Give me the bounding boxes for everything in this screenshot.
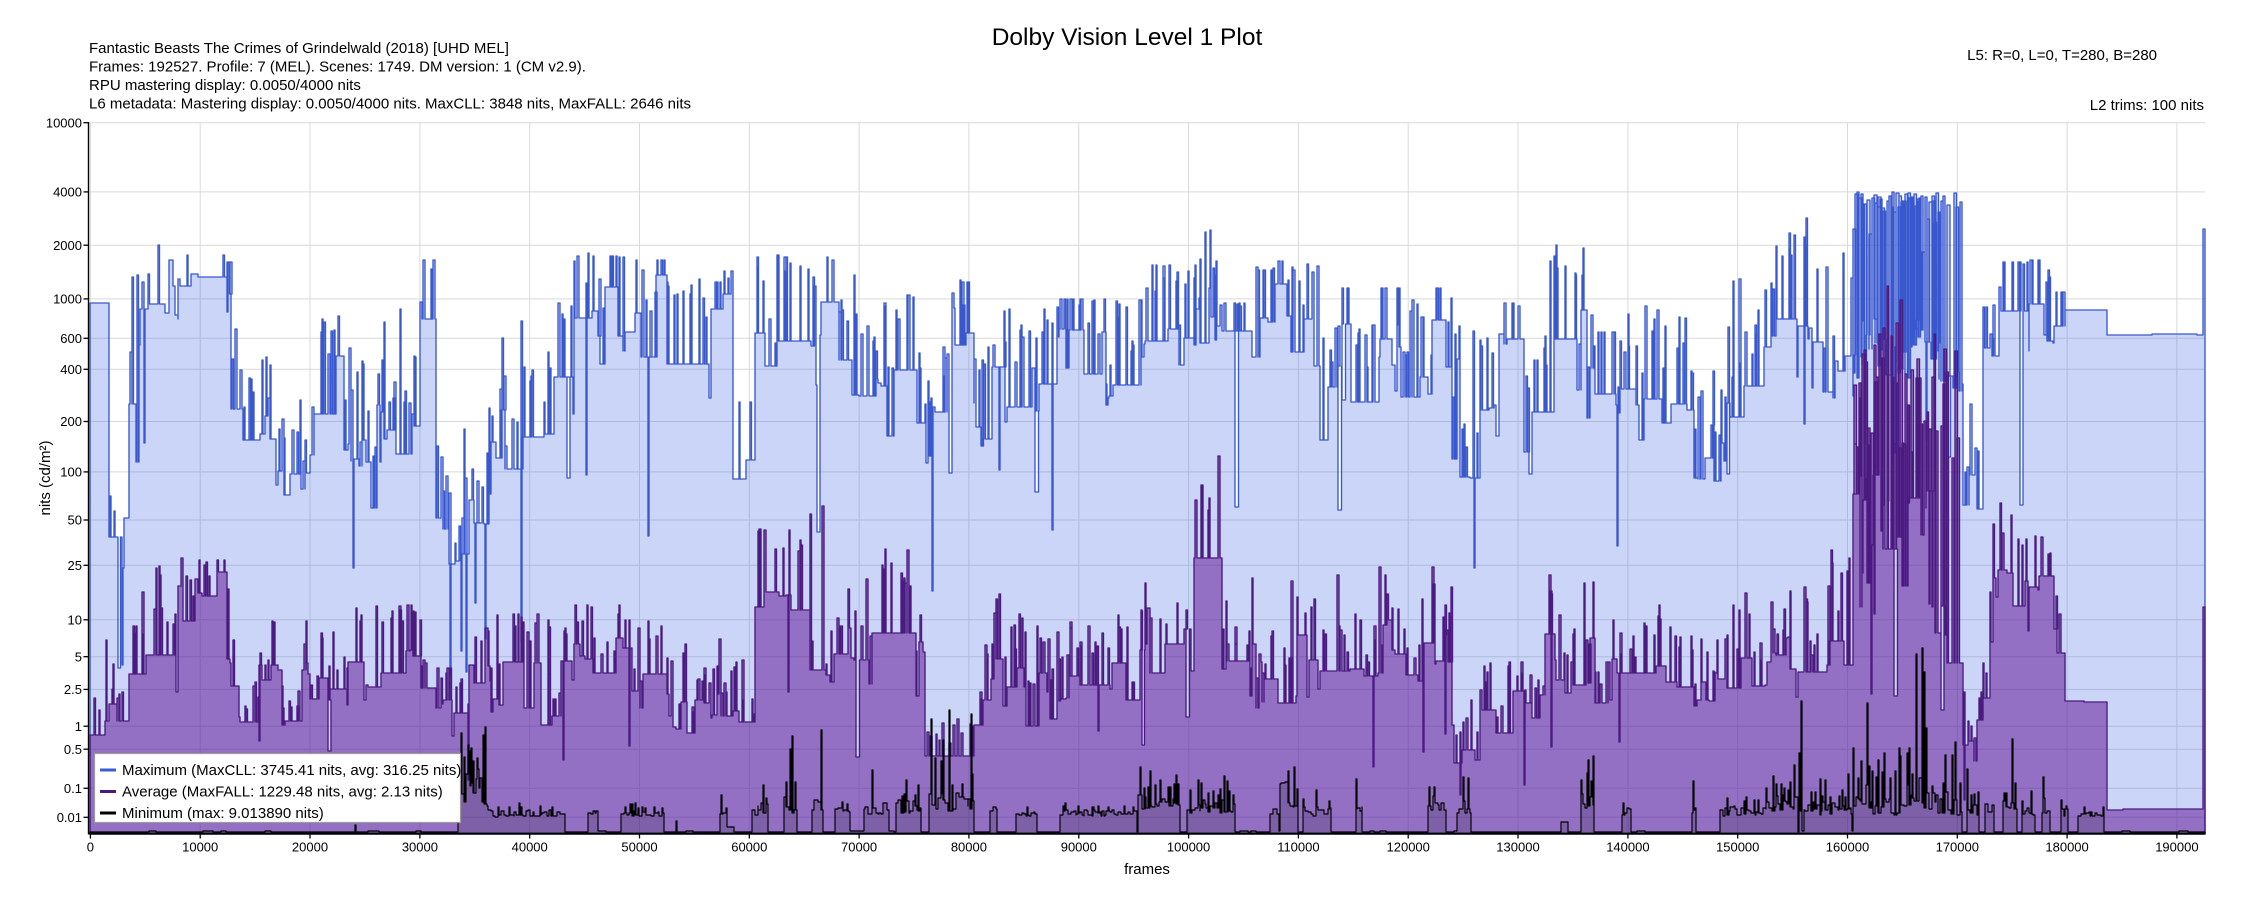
svg-text:Minimum (max: 9.013890 nits): Minimum (max: 9.013890 nits)	[122, 805, 324, 822]
svg-text:160000: 160000	[1826, 840, 1869, 855]
svg-text:60000: 60000	[731, 840, 767, 855]
svg-text:0.01: 0.01	[57, 810, 82, 825]
svg-text:200: 200	[60, 414, 82, 429]
svg-text:Dolby Vision Level 1 Plot: Dolby Vision Level 1 Plot	[992, 24, 1263, 51]
svg-text:100: 100	[60, 465, 82, 480]
svg-text:RPU mastering display: 0.0050/: RPU mastering display: 0.0050/4000 nits	[89, 77, 361, 94]
svg-text:L2 trims: 100 nits: L2 trims: 100 nits	[2090, 97, 2204, 114]
svg-text:L5: R=0, L=0, T=280, B=280: L5: R=0, L=0, T=280, B=280	[1967, 47, 2157, 64]
svg-text:140000: 140000	[1606, 840, 1649, 855]
svg-text:50000: 50000	[621, 840, 657, 855]
svg-text:0.5: 0.5	[64, 742, 82, 757]
svg-text:10000: 10000	[46, 115, 82, 130]
svg-text:2.5: 2.5	[64, 682, 82, 697]
svg-text:frames: frames	[1124, 861, 1170, 878]
svg-text:4000: 4000	[53, 185, 82, 200]
svg-text:120000: 120000	[1387, 840, 1430, 855]
svg-text:70000: 70000	[841, 840, 877, 855]
svg-text:50: 50	[68, 513, 82, 528]
svg-text:600: 600	[60, 331, 82, 346]
svg-text:Average (MaxFALL: 1229.48 nits: Average (MaxFALL: 1229.48 nits, avg: 2.1…	[122, 784, 443, 801]
svg-text:170000: 170000	[1936, 840, 1979, 855]
svg-text:5: 5	[75, 649, 82, 664]
svg-text:40000: 40000	[512, 840, 548, 855]
svg-text:1: 1	[75, 719, 82, 734]
svg-text:130000: 130000	[1496, 840, 1539, 855]
svg-text:10000: 10000	[182, 840, 218, 855]
svg-text:2000: 2000	[53, 238, 82, 253]
svg-text:30000: 30000	[402, 840, 438, 855]
svg-text:0: 0	[87, 840, 94, 855]
svg-text:nits (cd/m²): nits (cd/m²)	[37, 440, 54, 515]
svg-text:25: 25	[68, 558, 82, 573]
svg-text:Fantastic Beasts The Crimes of: Fantastic Beasts The Crimes of Grindelwa…	[89, 40, 509, 57]
svg-text:180000: 180000	[2045, 840, 2088, 855]
svg-text:L6 metadata: Mastering display: L6 metadata: Mastering display: 0.0050/4…	[89, 96, 691, 113]
svg-text:190000: 190000	[2155, 840, 2198, 855]
svg-text:80000: 80000	[951, 840, 987, 855]
svg-text:0.1: 0.1	[64, 781, 82, 796]
svg-text:Frames: 192527. Profile: 7 (ME: Frames: 192527. Profile: 7 (MEL). Scenes…	[89, 59, 586, 76]
svg-text:90000: 90000	[1061, 840, 1097, 855]
svg-text:20000: 20000	[292, 840, 328, 855]
svg-text:100000: 100000	[1167, 840, 1210, 855]
svg-text:400: 400	[60, 362, 82, 377]
svg-text:110000: 110000	[1277, 840, 1319, 855]
svg-text:Maximum (MaxCLL: 3745.41 nits,: Maximum (MaxCLL: 3745.41 nits, avg: 316.…	[122, 762, 461, 779]
svg-text:150000: 150000	[1716, 840, 1759, 855]
svg-text:1000: 1000	[53, 292, 82, 307]
svg-text:10: 10	[68, 613, 82, 628]
